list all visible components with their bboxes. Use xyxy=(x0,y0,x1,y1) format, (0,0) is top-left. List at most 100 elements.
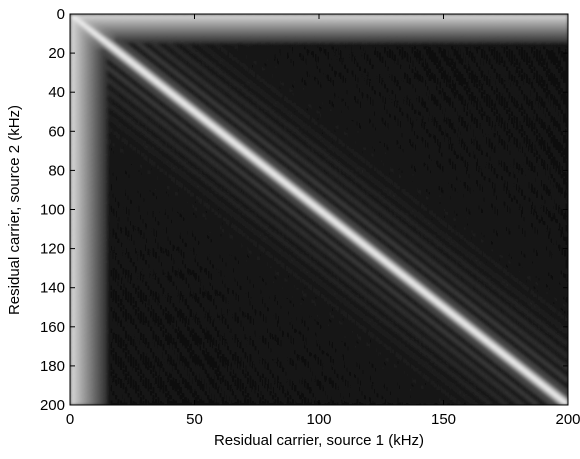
heatmap-cell xyxy=(431,29,434,32)
heatmap-cell xyxy=(426,25,429,29)
heatmap-cell xyxy=(373,29,377,32)
heatmap-cell xyxy=(112,31,116,34)
heatmap-cell xyxy=(343,19,347,23)
heatmap-cell xyxy=(72,27,76,31)
heatmap-cell xyxy=(453,27,457,31)
heatmap-cell xyxy=(301,27,305,31)
heatmap-cell xyxy=(495,21,499,25)
heatmap-cell xyxy=(177,25,180,29)
heatmap-cell xyxy=(530,27,534,31)
heatmap-cell xyxy=(323,17,327,21)
heatmap-cell xyxy=(269,17,273,21)
heatmap-cell xyxy=(520,23,524,27)
heatmap-cell xyxy=(403,25,407,29)
heatmap-cell xyxy=(216,23,220,27)
heatmap-cell xyxy=(82,27,86,31)
heatmap-cell xyxy=(368,21,372,25)
heatmap-cell xyxy=(256,31,260,34)
heatmap-cell xyxy=(473,15,477,19)
heatmap-cell xyxy=(251,19,255,23)
heatmap-cell xyxy=(74,19,78,23)
heatmap-cell xyxy=(373,25,377,29)
heatmap-cell xyxy=(565,21,568,25)
heatmap-cell xyxy=(172,17,175,21)
heatmap-cell xyxy=(194,29,198,32)
heatmap-cell xyxy=(488,15,492,19)
heatmap-cell xyxy=(162,19,166,23)
heatmap-cell xyxy=(246,29,250,32)
heatmap-cell xyxy=(169,23,173,27)
heatmap-cell xyxy=(259,17,263,21)
heatmap-cell xyxy=(306,15,310,19)
heatmap-cell xyxy=(535,21,539,25)
heatmap-cell xyxy=(543,14,546,17)
heatmap-cell xyxy=(84,31,88,34)
heatmap-cell xyxy=(234,17,238,21)
heatmap-cell xyxy=(436,14,439,17)
heatmap-cell xyxy=(505,17,509,21)
heatmap-cell xyxy=(408,15,412,19)
heatmap-cell xyxy=(391,27,395,31)
heatmap-cell xyxy=(336,25,340,29)
heatmap-cell xyxy=(104,29,108,32)
heatmap-cell xyxy=(401,19,405,23)
heatmap-cell xyxy=(328,15,332,19)
heatmap-cell xyxy=(299,17,302,21)
heatmap-cell xyxy=(254,25,258,29)
heatmap-cell xyxy=(249,23,253,27)
heatmap-cell xyxy=(239,27,243,31)
heatmap-cell xyxy=(174,27,178,31)
heatmap-cell xyxy=(102,17,106,21)
heatmap-cell xyxy=(94,29,98,32)
heatmap-cell xyxy=(314,25,317,29)
heatmap-cell xyxy=(411,29,415,32)
heatmap-cell xyxy=(533,21,537,25)
heatmap-cell xyxy=(296,27,300,31)
heatmap-cell xyxy=(296,14,300,17)
heatmap-cell xyxy=(256,14,260,17)
heatmap-cell xyxy=(201,29,205,32)
heatmap-cell xyxy=(289,25,293,29)
heatmap-cell xyxy=(291,15,295,19)
heatmap-cell xyxy=(535,23,539,27)
heatmap-cell xyxy=(184,17,188,21)
heatmap-cell xyxy=(478,15,482,19)
heatmap-cell xyxy=(261,31,265,34)
heatmap-cell xyxy=(343,27,347,31)
heatmap-cell xyxy=(535,27,539,31)
heatmap-cell xyxy=(271,25,275,29)
heatmap-cell xyxy=(264,14,268,17)
heatmap-cell xyxy=(214,17,218,21)
heatmap-cell xyxy=(311,25,315,29)
heatmap-cell xyxy=(518,25,522,29)
heatmap-cell xyxy=(378,15,382,19)
heatmap-cell xyxy=(79,31,83,34)
heatmap-cell xyxy=(174,17,178,21)
heatmap-cell xyxy=(82,29,86,32)
heatmap-cell xyxy=(338,14,342,17)
heatmap-cell xyxy=(199,25,203,29)
heatmap-cell xyxy=(341,21,345,25)
heatmap-cell xyxy=(406,14,410,17)
heatmap-cell xyxy=(343,17,347,21)
heatmap-cell xyxy=(393,21,397,25)
heatmap-cell xyxy=(127,15,131,19)
heatmap-cell xyxy=(398,19,402,23)
heatmap-cell xyxy=(114,25,118,29)
heatmap-cell xyxy=(493,23,497,27)
heatmap-cell xyxy=(540,19,544,23)
heatmap-cell xyxy=(314,17,317,21)
heatmap-cell xyxy=(99,31,103,34)
heatmap-cell xyxy=(548,21,551,25)
heatmap-cell xyxy=(87,17,91,21)
heatmap-cell xyxy=(326,15,330,19)
heatmap-cell xyxy=(401,27,405,31)
heatmap-cell xyxy=(177,17,180,21)
heatmap-cell xyxy=(214,21,218,25)
heatmap-cell xyxy=(411,27,415,31)
heatmap-cell xyxy=(84,19,88,23)
heatmap-cell xyxy=(326,29,330,32)
heatmap-cell xyxy=(221,25,225,29)
heatmap-cell xyxy=(157,29,161,32)
heatmap-cell xyxy=(508,29,512,32)
